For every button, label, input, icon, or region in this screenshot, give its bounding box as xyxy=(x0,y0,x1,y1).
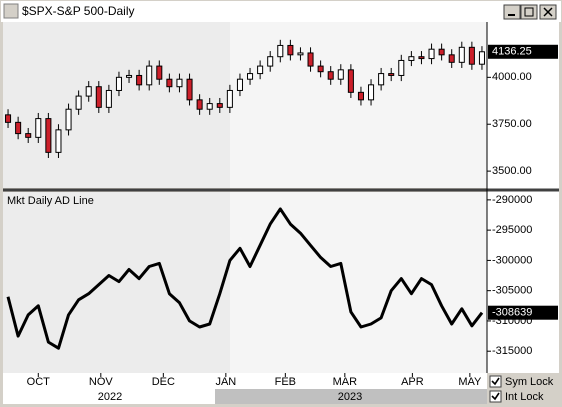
candle-body xyxy=(186,78,193,101)
y-tick-label: 3500.00 xyxy=(492,165,532,177)
candle-body xyxy=(277,44,284,58)
x-tick-label: APR xyxy=(401,376,424,388)
candle-body xyxy=(307,52,314,67)
candle-body xyxy=(236,78,243,91)
last-value-box xyxy=(488,44,558,59)
x-tick-label: MAY xyxy=(458,376,482,388)
candle-body xyxy=(388,73,395,76)
candle-body xyxy=(45,118,52,153)
candle-body xyxy=(257,65,264,75)
minimize-button[interactable] xyxy=(503,4,521,20)
maximize-button[interactable] xyxy=(520,4,538,20)
candle-body xyxy=(287,44,294,56)
pane-shade xyxy=(230,22,487,188)
candle-body xyxy=(428,48,435,60)
candle-body xyxy=(448,54,455,63)
candle-body xyxy=(327,71,334,80)
checkmark xyxy=(491,392,500,401)
candle-body xyxy=(317,65,324,73)
y-tick-label: 3750.00 xyxy=(492,118,532,130)
candle-body xyxy=(75,95,82,110)
year-band xyxy=(215,389,487,404)
checkmark xyxy=(491,377,500,386)
y-tick-label: -315000 xyxy=(492,345,532,357)
y-tick-label: -290000 xyxy=(492,194,532,206)
candle-body xyxy=(297,52,304,56)
candle-body xyxy=(176,78,183,88)
candle-body xyxy=(398,59,405,76)
year-label: 2022 xyxy=(98,391,122,403)
title-bar xyxy=(1,1,561,22)
candle-body xyxy=(337,69,344,80)
x-tick-label: MAR xyxy=(333,376,358,388)
candle-body xyxy=(247,73,254,80)
maximize-icon xyxy=(524,7,534,17)
x-tick-label: JAN xyxy=(215,376,236,388)
x-tick-label: DEC xyxy=(152,376,175,388)
checkbox[interactable] xyxy=(489,390,502,403)
candle-body xyxy=(166,78,173,88)
window-title: $SPX-S&P 500-Daily xyxy=(22,4,135,18)
candle-body xyxy=(468,46,475,65)
candle-body xyxy=(226,89,233,108)
candle-body xyxy=(206,103,213,110)
candle-body xyxy=(478,51,485,65)
lock-checkbox[interactable]: Int Lock xyxy=(489,390,544,403)
lock-checkbox[interactable]: Sym Lock xyxy=(489,375,554,388)
candle-body xyxy=(136,74,143,86)
candle-body xyxy=(65,108,72,131)
y-tick-label: -305000 xyxy=(492,285,532,297)
x-tick-label: NOV xyxy=(89,376,114,388)
candle-body xyxy=(146,65,153,86)
last-value-label: -308639 xyxy=(492,307,532,319)
checkbox-label: Int Lock xyxy=(505,391,544,403)
checkbox-label: Sym Lock xyxy=(505,376,554,388)
candle-body xyxy=(438,48,445,56)
candle-body xyxy=(25,133,32,138)
window-buttons[interactable] xyxy=(503,4,557,20)
indicator-title: Mkt Daily AD Line xyxy=(7,195,94,207)
candle-body xyxy=(418,56,425,60)
ad-line xyxy=(6,207,484,350)
pane-shade xyxy=(230,192,487,373)
date-axis xyxy=(3,373,487,389)
candle-body xyxy=(15,121,22,135)
checkbox[interactable] xyxy=(489,375,502,388)
candle-body xyxy=(267,56,274,67)
candle-body xyxy=(458,46,465,63)
candle-body xyxy=(156,65,163,80)
candle-body xyxy=(357,91,364,101)
candle-body xyxy=(408,56,415,61)
app-icon xyxy=(3,3,19,19)
candle-body xyxy=(85,86,92,97)
year-label: 2023 xyxy=(338,391,362,403)
candle-body xyxy=(126,74,133,78)
candle-body xyxy=(5,114,12,123)
candle-body xyxy=(216,103,223,108)
candle-body xyxy=(347,69,354,93)
candle-body xyxy=(35,118,42,138)
last-value-box xyxy=(488,305,558,320)
y-tick-label: -300000 xyxy=(492,254,532,266)
candle-body xyxy=(105,89,112,108)
x-tick-label: OCT xyxy=(27,376,51,388)
candle-body xyxy=(95,86,102,108)
y-tick-label: 4000.00 xyxy=(492,71,532,83)
candle-body xyxy=(55,129,62,153)
y-tick-label: -295000 xyxy=(492,224,532,236)
year-band xyxy=(3,389,215,404)
candle-body xyxy=(115,76,122,91)
candle-body xyxy=(196,99,203,110)
close-icon xyxy=(543,7,553,17)
candle-body xyxy=(368,84,375,101)
last-value-label: 4136.25 xyxy=(492,46,532,58)
x-tick-label: FEB xyxy=(275,376,296,388)
candle-body xyxy=(378,73,385,86)
